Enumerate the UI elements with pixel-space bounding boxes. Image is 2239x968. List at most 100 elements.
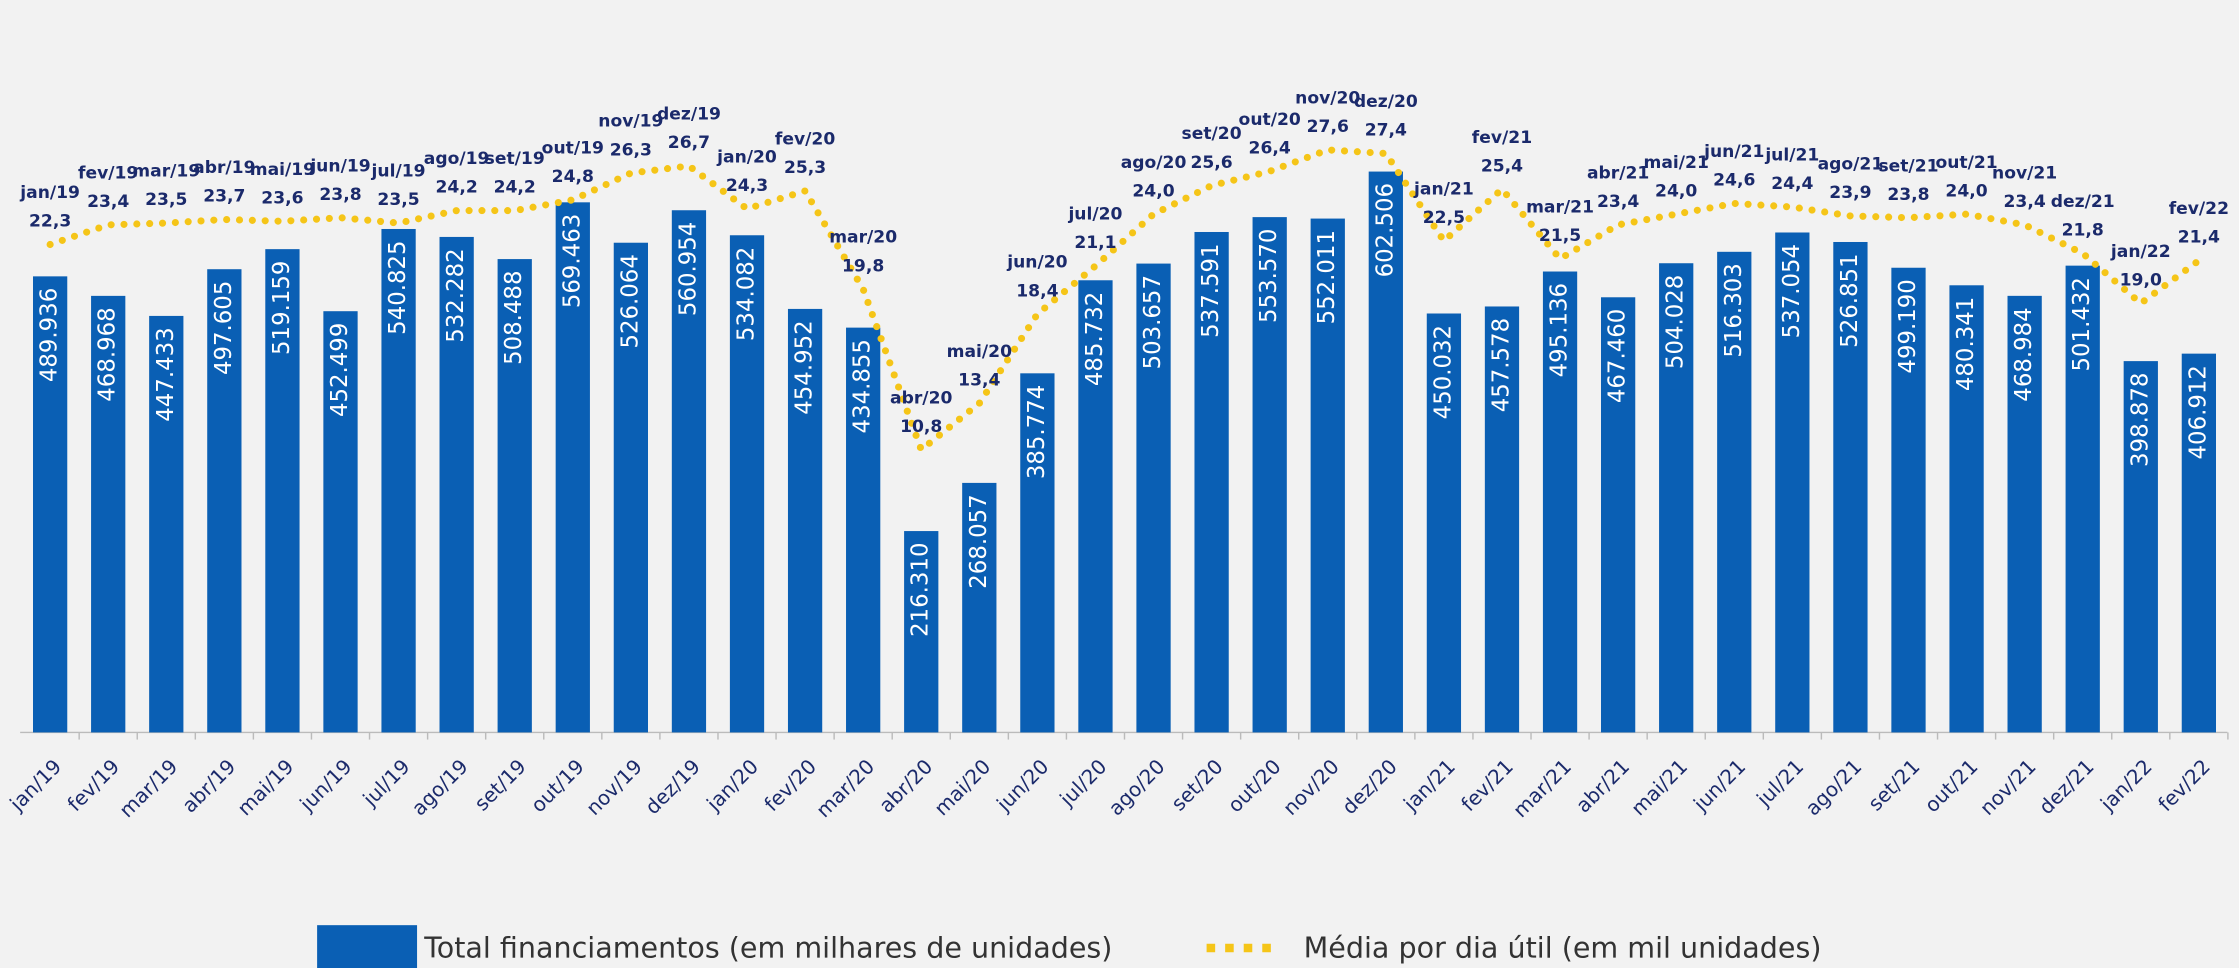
point-value-label: 21,5 — [1539, 226, 1581, 246]
bar-value-label: 468.968 — [95, 307, 121, 401]
bar — [2123, 361, 2158, 733]
point-value-label: 24,2 — [436, 178, 478, 198]
bar-value-label: 499.190 — [1895, 279, 1921, 373]
bar-value-label: 553.570 — [1256, 229, 1282, 323]
point-value-label: 10,8 — [900, 417, 942, 437]
bar — [2065, 265, 2100, 733]
bar-value-label: 434.855 — [850, 339, 876, 433]
bar — [323, 311, 358, 733]
point-category-label: nov/21 — [1992, 163, 2057, 183]
bar — [1484, 306, 1520, 733]
bar — [1136, 263, 1171, 733]
bar — [1600, 297, 1636, 733]
point-value-label: 18,4 — [1016, 281, 1058, 301]
bar — [207, 269, 242, 733]
point-value-label: 23,8 — [319, 185, 361, 205]
bar-value-label: 467.460 — [1605, 309, 1631, 403]
bar-value-label: 540.825 — [385, 240, 411, 334]
point-category-label: abr/19 — [193, 158, 255, 178]
bar — [1659, 263, 1694, 733]
bar-value-label: 495.136 — [1547, 283, 1573, 377]
point-value-label: 23,5 — [377, 190, 419, 210]
bar-value-label: 569.463 — [559, 214, 585, 308]
bar — [1252, 217, 1287, 733]
bar — [1368, 171, 1403, 733]
bar-value-label: 489.936 — [37, 288, 63, 382]
point-value-label: 23,6 — [261, 188, 303, 208]
point-category-label: dez/19 — [657, 105, 721, 125]
point-category-label: ago/19 — [424, 149, 490, 169]
bar — [2007, 295, 2042, 733]
point-value-label: 22,5 — [1423, 208, 1465, 228]
point-category-label: fev/22 — [2169, 199, 2229, 219]
bar — [1426, 313, 1462, 733]
point-value-label: 23,4 — [87, 192, 129, 212]
point-value-label: 23,4 — [1597, 192, 1639, 212]
bar-value-label: 450.032 — [1430, 325, 1456, 419]
point-category-label: nov/19 — [598, 112, 663, 132]
point-category-label: abr/21 — [1587, 163, 1649, 183]
bar-value-label: 485.732 — [1082, 292, 1108, 386]
bar-value-label: 385.774 — [1024, 385, 1050, 479]
point-value-label: 21,8 — [2062, 221, 2104, 241]
point-category-label: fev/19 — [78, 163, 138, 183]
point-category-label: jun/21 — [1703, 142, 1764, 162]
bar — [787, 308, 823, 733]
point-category-label: set/19 — [485, 149, 545, 169]
point-category-label: mai/21 — [1644, 153, 1709, 173]
bar-value-label: 398.878 — [2127, 373, 2153, 467]
point-category-label: jan/19 — [19, 183, 80, 203]
bar-value-label: 537.591 — [1198, 243, 1224, 337]
bar-value-label: 480.341 — [1953, 297, 1979, 391]
point-category-label: jul/19 — [371, 162, 426, 182]
bar-value-label: 602.506 — [1372, 183, 1398, 277]
bar-value-label: 497.605 — [211, 281, 237, 375]
point-category-label: fev/20 — [775, 130, 835, 150]
bar — [497, 259, 532, 733]
point-value-label: 13,4 — [958, 370, 1000, 390]
bar — [555, 202, 590, 733]
point-value-label: 24,6 — [1713, 171, 1755, 191]
bar — [671, 210, 707, 733]
legend-swatch — [317, 925, 418, 968]
bar-value-label: 560.954 — [675, 222, 701, 316]
bar-value-label: 526.064 — [617, 254, 643, 348]
point-category-label: dez/20 — [1354, 92, 1418, 112]
bar-value-label: 526.851 — [1837, 253, 1863, 347]
point-category-label: mai/20 — [947, 342, 1012, 362]
point-value-label: 25,4 — [1481, 156, 1523, 176]
bar — [32, 276, 68, 733]
point-category-label: out/20 — [1239, 110, 1301, 130]
bar — [1020, 373, 1055, 733]
point-category-label: jul/20 — [1067, 205, 1122, 225]
point-value-label: 23,5 — [145, 190, 187, 210]
point-category-label: jun/20 — [1006, 253, 1067, 273]
bar-value-label: 508.488 — [501, 271, 527, 365]
point-category-label: ago/20 — [1121, 153, 1187, 173]
bar — [1717, 251, 1752, 733]
point-category-label: out/21 — [1935, 153, 1997, 173]
bar — [1775, 232, 1810, 733]
bar — [149, 315, 184, 733]
point-category-label: jan/22 — [2110, 242, 2171, 262]
point-value-label: 24,0 — [1132, 181, 1174, 201]
bar-value-label: 537.054 — [1779, 244, 1805, 338]
point-category-label: mar/20 — [829, 228, 897, 248]
point-category-label: fev/21 — [1472, 128, 1532, 148]
bar — [1833, 241, 1868, 733]
point-category-label: mai/19 — [250, 160, 315, 180]
bar — [1949, 285, 1984, 733]
bar-value-label: 504.028 — [1663, 275, 1689, 369]
point-category-label: mar/19 — [132, 162, 200, 182]
point-category-label: abr/20 — [890, 388, 952, 408]
point-category-label: jan/20 — [716, 147, 777, 167]
bar-value-label: 552.011 — [1314, 230, 1340, 324]
point-value-label: 23,8 — [1887, 185, 1929, 205]
bar-value-label: 534.082 — [734, 247, 760, 341]
point-category-label: set/21 — [1878, 156, 1938, 176]
bar — [729, 235, 765, 733]
bar — [1891, 267, 1926, 733]
bar — [381, 228, 416, 733]
